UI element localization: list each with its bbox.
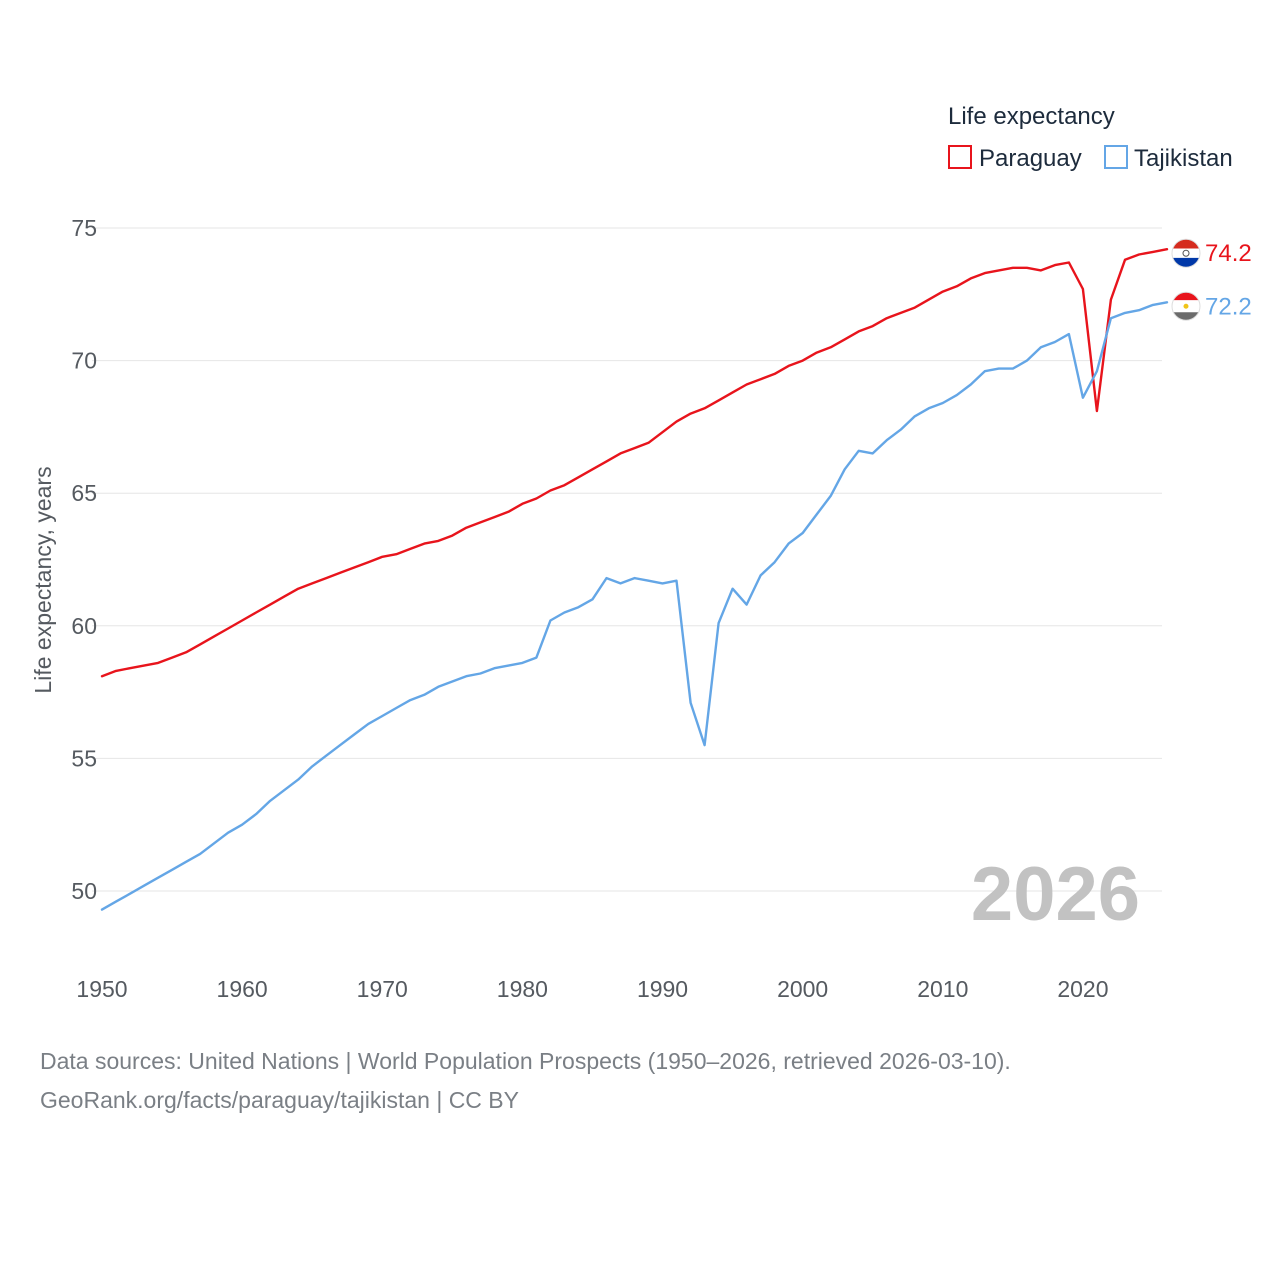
- life-expectancy-chart: 50 55 60 65 70 75 1950 1960 1970 1980 1990 2000 201…: [30, 103, 1252, 1002]
- legend-title: Life expectancy: [948, 103, 1115, 130]
- series-lines: [100, 247, 1169, 911]
- legend-label-tajikistan: Tajikistan: [1134, 145, 1233, 172]
- paraguay-flag-icon: [1171, 238, 1201, 268]
- y-tick-label-50: 50: [71, 878, 97, 904]
- y-tick-label-70: 70: [71, 348, 97, 374]
- x-tick-label-1950: 1950: [76, 976, 127, 1002]
- series-line-paraguay: [100, 247, 1169, 678]
- x-tick-label-1990: 1990: [637, 976, 688, 1002]
- x-tick-label-2020: 2020: [1057, 976, 1108, 1002]
- legend-label-paraguay: Paraguay: [979, 145, 1082, 172]
- y-tick-label-55: 55: [71, 745, 97, 771]
- x-tick-label-1970: 1970: [357, 976, 408, 1002]
- y-axis-ticks: 50 55 60 65 70 75: [71, 215, 97, 904]
- current-year-watermark: 2026: [971, 852, 1140, 937]
- y-tick-label-65: 65: [71, 480, 97, 506]
- legend-item-tajikistan[interactable]: Tajikistan: [1104, 145, 1233, 172]
- footer: Data sources: United Nations | World Pop…: [40, 1042, 1260, 1120]
- x-tick-label-1980: 1980: [497, 976, 548, 1002]
- legend: Life expectancy Paraguay Tajikistan: [948, 103, 1233, 172]
- source-link[interactable]: GeoRank.org/facts/paraguay/tajikistan | …: [40, 1087, 519, 1113]
- grid-lines: [92, 227, 1162, 892]
- legend-swatch-paraguay: [948, 145, 972, 169]
- series-line-tajikistan: [100, 301, 1169, 911]
- end-labels: 74.2 72.2: [1171, 238, 1252, 321]
- data-sources-text: Data sources: United Nations | World Pop…: [40, 1048, 1011, 1074]
- tajikistan-flag-icon: [1171, 291, 1201, 321]
- y-axis-label: Life expectancy, years: [30, 466, 56, 693]
- end-value-label-paraguay: 74.2: [1205, 240, 1252, 267]
- x-tick-label-2000: 2000: [777, 976, 828, 1002]
- legend-swatch-tajikistan: [1104, 145, 1128, 169]
- y-tick-label-60: 60: [71, 613, 97, 639]
- legend-item-paraguay[interactable]: Paraguay: [948, 145, 1082, 172]
- x-tick-label-2010: 2010: [917, 976, 968, 1002]
- x-tick-label-1960: 1960: [217, 976, 268, 1002]
- end-value-label-tajikistan: 72.2: [1205, 293, 1252, 320]
- y-tick-label-75: 75: [71, 215, 97, 241]
- x-axis-ticks: 1950 1960 1970 1980 1990 2000 2010 2020: [76, 976, 1108, 1002]
